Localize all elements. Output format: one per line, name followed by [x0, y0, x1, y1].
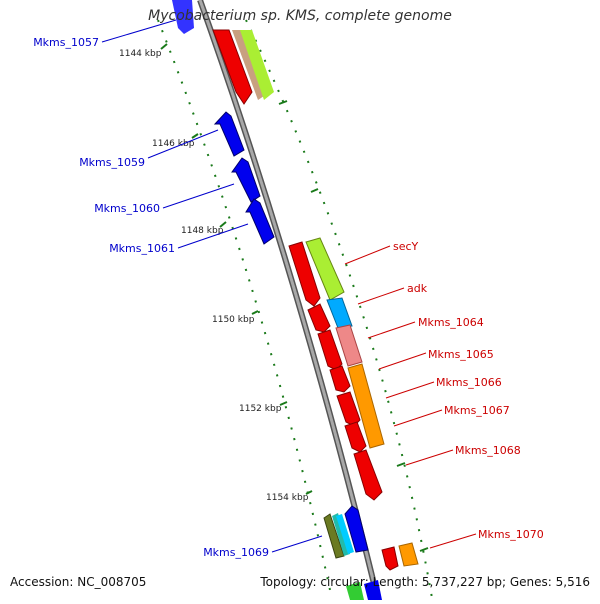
gene-arrow-mkms-1070-red[interactable]	[381, 546, 399, 571]
gene-arrow-mkms-1057[interactable]	[172, 0, 194, 34]
gene-arrow-secy-red[interactable]	[288, 241, 321, 307]
tick-label-1150: 1150 kbp	[212, 315, 255, 325]
gene-label-mkms-1065[interactable]: Mkms_1065	[428, 348, 494, 361]
tick-marks	[160, 43, 429, 552]
tick-label-1148: 1148 kbp	[181, 226, 224, 236]
tick-mark	[305, 490, 313, 495]
gene-arrow-adk[interactable]	[326, 297, 353, 329]
gene-arrow-mkms-1059[interactable]	[213, 111, 245, 157]
tick-mark	[160, 43, 168, 50]
inner-dotted-track	[157, 19, 331, 591]
gene-arrow-lime[interactable]	[240, 30, 274, 100]
gene-arrow-mkms-1066[interactable]	[347, 363, 385, 449]
gene-arrow-mkms-1067[interactable]	[344, 421, 367, 453]
tick-mark	[396, 462, 406, 467]
map-title: Mycobacterium sp. KMS, complete genome	[148, 8, 452, 24]
leader-line	[393, 409, 443, 427]
gene-arrow-blue-bottom[interactable]	[364, 580, 382, 600]
tick-label-1144: 1144 kbp	[119, 49, 162, 59]
gene-label-mkms-1057[interactable]: Mkms_1057	[33, 36, 99, 49]
gene-arrow-mkms-1068[interactable]	[353, 449, 383, 501]
leader-line	[162, 183, 235, 209]
gene-label-mkms-1064[interactable]: Mkms_1064	[418, 316, 484, 329]
left-leader-lines	[101, 19, 323, 553]
gene-arrow-mkms-1060[interactable]	[231, 157, 261, 203]
gene-arrow-cyan[interactable]	[336, 514, 354, 554]
gene-label-secy[interactable]: secY	[393, 240, 419, 253]
tick-label-1152: 1152 kbp	[239, 404, 282, 414]
leader-line	[101, 19, 177, 43]
tick-mark	[278, 100, 288, 105]
gene-arrow-mkms-1061[interactable]	[245, 198, 275, 245]
gene-arrow-secy[interactable]	[305, 237, 345, 301]
accession-label: Accession: NC_008705	[10, 575, 147, 589]
leader-line	[367, 321, 416, 339]
right-leader-lines	[344, 245, 477, 549]
gene-label-adk[interactable]: adk	[407, 282, 428, 295]
gene-label-mkms-1069[interactable]: Mkms_1069	[203, 546, 269, 559]
gene-arrow-red[interactable]	[212, 29, 253, 105]
gene-arrow-mkms-1064[interactable]	[335, 324, 363, 367]
gene-label-mkms-1070[interactable]: Mkms_1070	[478, 528, 544, 541]
tick-mark	[251, 310, 259, 315]
leader-line	[405, 449, 454, 466]
gene-label-mkms-1068[interactable]: Mkms_1068	[455, 444, 521, 457]
gene-label-mkms-1060[interactable]: Mkms_1060	[94, 202, 160, 215]
leader-line	[357, 287, 405, 305]
genome-summary: Topology: circular; Length: 5,737,227 bp…	[260, 575, 590, 589]
tick-mark	[191, 133, 199, 139]
tick-label-1154: 1154 kbp	[266, 493, 309, 503]
gene-arrow-mkms-1070[interactable]	[398, 542, 419, 567]
leader-line	[271, 535, 323, 553]
leader-line	[385, 381, 435, 399]
gene-label-mkms-1061[interactable]: Mkms_1061	[109, 242, 175, 255]
leader-line	[344, 245, 391, 265]
gene-arrow-mkms-1069[interactable]	[344, 505, 369, 553]
tick-mark	[419, 547, 429, 552]
tick-mark	[279, 401, 288, 406]
gene-arrow-green-bottom[interactable]	[346, 582, 364, 600]
gene-arrow-red-small[interactable]	[307, 303, 331, 333]
tick-mark	[219, 221, 227, 228]
leader-line	[378, 352, 427, 370]
gene-label-mkms-1067[interactable]: Mkms_1067	[444, 404, 510, 417]
leader-line	[177, 223, 249, 249]
leader-line	[429, 533, 477, 549]
leader-line	[147, 129, 219, 159]
tick-mark	[310, 188, 319, 193]
tick-label-1146: 1146 kbp	[152, 139, 195, 149]
gene-label-mkms-1066[interactable]: Mkms_1066	[436, 376, 502, 389]
gene-arrow-red-4[interactable]	[329, 365, 351, 393]
gene-label-mkms-1059[interactable]: Mkms_1059	[79, 156, 145, 169]
